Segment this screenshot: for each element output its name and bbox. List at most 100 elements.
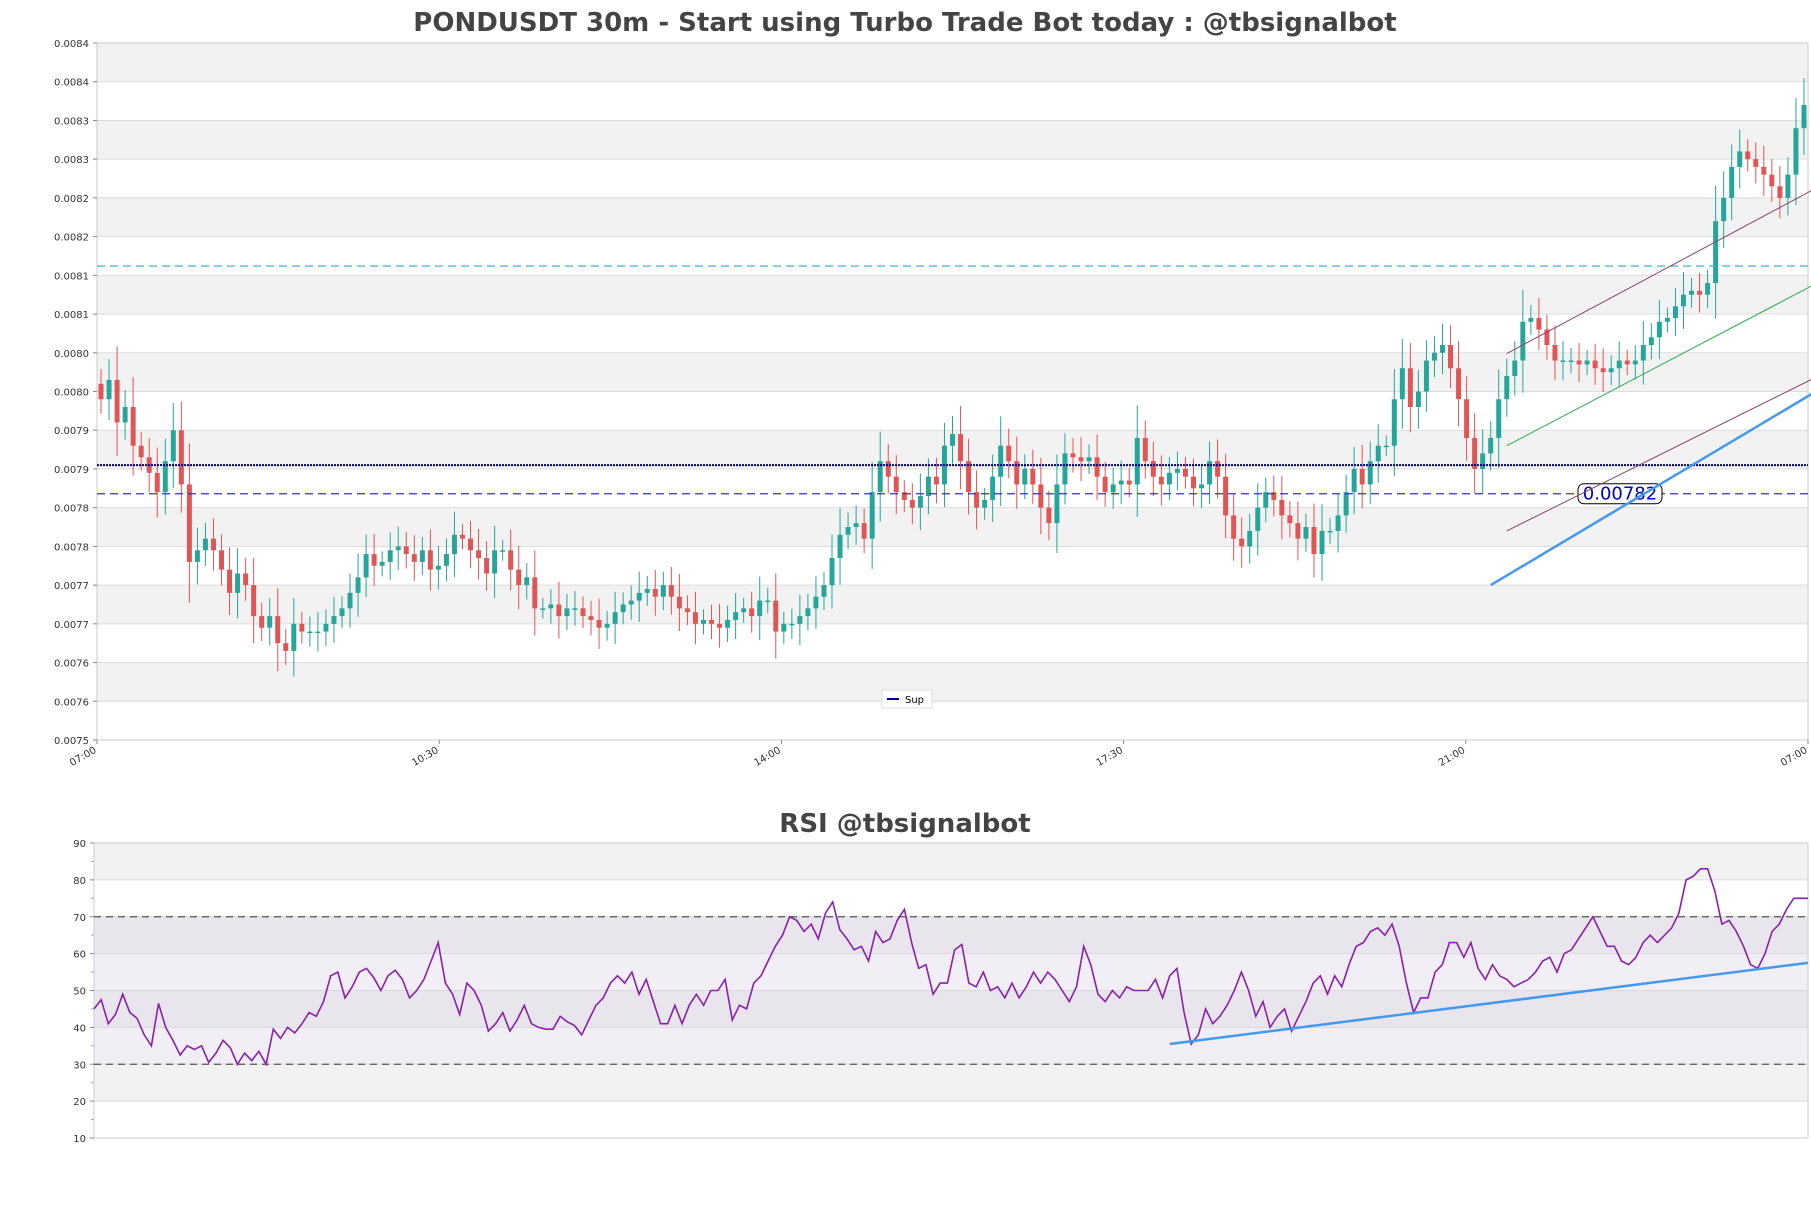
y-tick-label: 0.0078 bbox=[54, 504, 89, 515]
rsi-y-tick-label: 10 bbox=[73, 1134, 86, 1145]
grid-band bbox=[97, 314, 1808, 353]
rsi-y-tick-label: 50 bbox=[73, 987, 86, 998]
candle-body bbox=[508, 550, 514, 570]
candle-body bbox=[773, 600, 779, 632]
candle-body bbox=[122, 406, 128, 423]
candle-body bbox=[331, 616, 337, 624]
candle-body bbox=[1729, 166, 1735, 198]
candle-body bbox=[1279, 499, 1285, 516]
candle-body bbox=[299, 623, 305, 632]
candle-body bbox=[1496, 399, 1502, 438]
candle-body bbox=[1520, 321, 1526, 361]
y-tick-label: 0.0084 bbox=[54, 39, 89, 50]
candle-body bbox=[652, 588, 658, 597]
candle-body bbox=[805, 608, 811, 617]
candle-body bbox=[235, 573, 241, 593]
candle-body bbox=[1311, 527, 1317, 555]
candle-body bbox=[1793, 128, 1799, 175]
grid-band bbox=[97, 43, 1808, 82]
candle-body bbox=[925, 476, 931, 497]
candle-body bbox=[1014, 461, 1020, 485]
candle-body bbox=[315, 631, 321, 634]
candle-body bbox=[829, 558, 835, 586]
candle-body bbox=[1536, 317, 1542, 330]
candle-body bbox=[371, 554, 377, 566]
candle-body bbox=[596, 619, 602, 628]
support-price-box bbox=[1577, 483, 1663, 505]
candle-body bbox=[1689, 290, 1695, 295]
candle-body bbox=[564, 608, 570, 617]
grid-band bbox=[97, 275, 1808, 315]
rsi-neutral-zone bbox=[94, 916, 1808, 1065]
y-tick-label: 0.0084 bbox=[54, 78, 89, 89]
candle-body bbox=[1271, 492, 1277, 500]
candle-body bbox=[1207, 461, 1213, 485]
rsi-grid-band bbox=[94, 879, 1808, 917]
candle-body bbox=[628, 600, 634, 605]
candle-body bbox=[1295, 523, 1301, 539]
candle-body bbox=[1247, 530, 1253, 547]
candle-body bbox=[869, 492, 875, 539]
y-tick-label: 0.0077 bbox=[54, 581, 89, 592]
y-tick-label: 0.0076 bbox=[54, 659, 89, 670]
candle-body bbox=[1255, 507, 1261, 531]
candle-body bbox=[484, 558, 490, 574]
candle-body bbox=[259, 616, 265, 628]
candle-body bbox=[909, 499, 915, 508]
candle-body bbox=[1721, 197, 1727, 222]
candle-body bbox=[1488, 437, 1494, 454]
candle-body bbox=[1440, 345, 1445, 353]
y-tick-label: 0.0083 bbox=[54, 155, 89, 166]
trend-line bbox=[1490, 392, 1811, 587]
candle-body bbox=[323, 623, 329, 632]
candle-body bbox=[98, 383, 104, 400]
x-tick-label: 07:00 bbox=[1779, 745, 1809, 769]
candle-body bbox=[291, 623, 297, 651]
legend-label: Sup bbox=[905, 695, 924, 706]
candle-body bbox=[114, 379, 120, 423]
candle-body bbox=[1327, 530, 1333, 533]
candle-body bbox=[395, 546, 401, 551]
candle-body bbox=[1431, 352, 1437, 361]
candle-body bbox=[1552, 345, 1558, 361]
grid-band bbox=[97, 120, 1808, 160]
candle-body bbox=[1423, 360, 1429, 392]
candle-body bbox=[1512, 360, 1518, 377]
candle-body bbox=[572, 608, 578, 610]
x-tick-label: 07:00 bbox=[68, 745, 98, 769]
candle-body bbox=[1030, 468, 1036, 485]
x-tick-label: 14:00 bbox=[752, 745, 782, 769]
grid-band bbox=[97, 507, 1808, 547]
candle-body bbox=[379, 561, 385, 566]
candle-body bbox=[1391, 399, 1397, 446]
candle-body bbox=[1697, 290, 1703, 295]
candle-body bbox=[1464, 399, 1470, 438]
candle-body bbox=[1062, 453, 1068, 485]
rsi-y-tick-label: 80 bbox=[73, 876, 86, 887]
candle-body bbox=[524, 577, 530, 586]
rsi-y-tick-label: 40 bbox=[73, 1023, 86, 1034]
candle-body bbox=[974, 492, 980, 508]
candle-body bbox=[893, 476, 899, 493]
candle-body bbox=[1054, 484, 1060, 524]
candle-body bbox=[227, 569, 233, 593]
candle-body bbox=[548, 604, 554, 609]
candle-body bbox=[700, 619, 706, 624]
rsi-grid-band bbox=[94, 990, 1808, 1028]
candle-body bbox=[1118, 480, 1124, 485]
candle-body bbox=[1672, 306, 1678, 318]
candle-body bbox=[1560, 360, 1566, 363]
candle-body bbox=[709, 619, 715, 624]
candle-body bbox=[717, 623, 723, 628]
rsi-grid-band bbox=[94, 1027, 1808, 1065]
candle-body bbox=[1632, 360, 1638, 365]
candle-body bbox=[1126, 480, 1132, 485]
candle-body bbox=[202, 538, 208, 551]
candle-body bbox=[363, 554, 369, 578]
candle-body bbox=[676, 596, 682, 609]
candle-body bbox=[194, 550, 200, 562]
candle-body bbox=[781, 623, 787, 632]
candle-body bbox=[283, 643, 289, 651]
candle-body bbox=[427, 550, 433, 570]
